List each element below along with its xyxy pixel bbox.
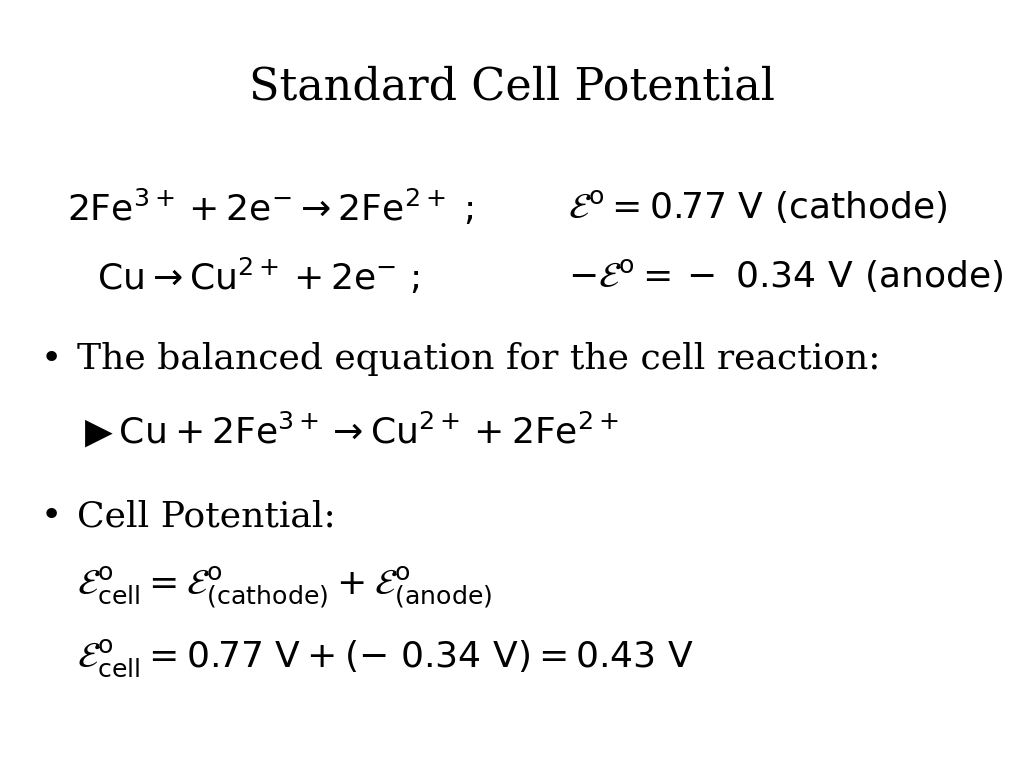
Text: $\blacktriangleright\rm Cu + 2Fe^{3+} \rightarrow Cu^{2+} + 2Fe^{2+}$: $\blacktriangleright\rm Cu + 2Fe^{3+} \r… [77, 411, 618, 451]
Text: Standard Cell Potential: Standard Cell Potential [249, 65, 775, 108]
Text: The balanced equation for the cell reaction:: The balanced equation for the cell react… [77, 342, 881, 376]
Text: $\mathcal{E}^\mathrm{o}_\mathrm{cell} = 0.77\ \rm V + (-\ 0.34\ V) = 0.43\ V$: $\mathcal{E}^\mathrm{o}_\mathrm{cell} = … [77, 637, 694, 679]
Text: $-\mathcal{E}^\mathrm{o} = -\ 0.34\ \rm V\ (anode)$: $-\mathcal{E}^\mathrm{o} = -\ 0.34\ \rm … [568, 257, 1004, 294]
Text: $\mathcal{E}^\mathrm{o}_\mathrm{cell} = \mathcal{E}^\mathrm{o}_\mathrm{(cathode): $\mathcal{E}^\mathrm{o}_\mathrm{cell} = … [77, 564, 493, 610]
Text: •: • [41, 499, 62, 533]
Text: $\rm 2Fe^{3+} + 2e^{-} \rightarrow 2Fe^{2+}$ ;: $\rm 2Fe^{3+} + 2e^{-} \rightarrow 2Fe^{… [67, 188, 473, 228]
Text: Cell Potential:: Cell Potential: [77, 499, 336, 533]
Text: •: • [41, 342, 62, 376]
Text: $\mathcal{E}^\mathrm{o} = 0.77\ \rm V\ (cathode)$: $\mathcal{E}^\mathrm{o} = 0.77\ \rm V\ (… [568, 188, 948, 225]
Text: $\rm Cu \rightarrow Cu^{2+} + 2e^{-}$ ;: $\rm Cu \rightarrow Cu^{2+} + 2e^{-}$ ; [97, 257, 420, 297]
